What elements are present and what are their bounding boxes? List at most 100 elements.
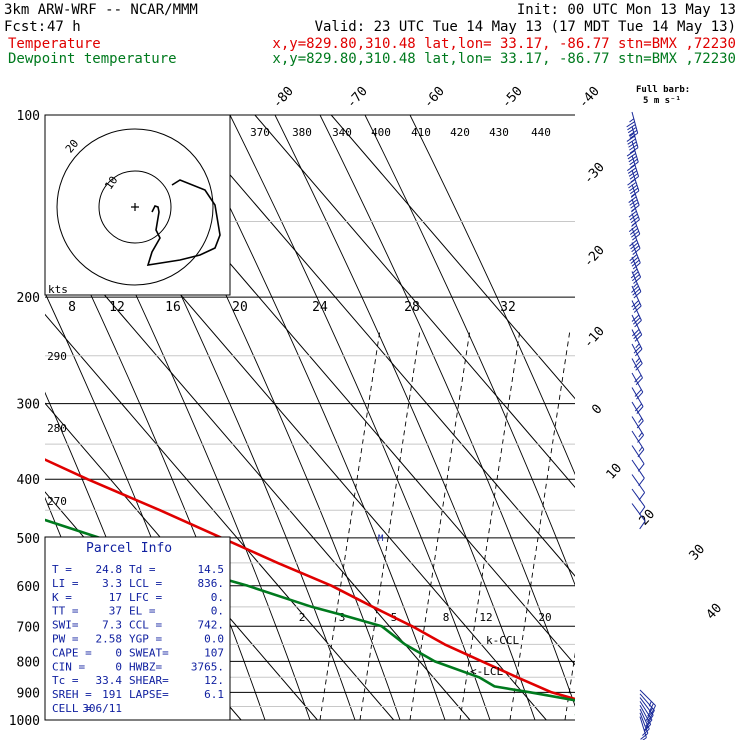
wind-barb-staff	[631, 126, 639, 148]
wind-barb-staff	[631, 285, 642, 307]
theta-tick-label: 440	[531, 126, 551, 139]
parcel-info-title: Parcel Info	[86, 541, 172, 556]
hodograph-center-icon	[131, 203, 139, 211]
isotherm-tick-label: 40	[704, 601, 726, 623]
wind-barb-staff	[639, 697, 654, 716]
pressure-tick-label: 400	[17, 473, 40, 488]
parcel-info-cell: LI =	[52, 577, 79, 590]
forecast-hour: 47 h	[47, 19, 81, 35]
forecast-label: Fcst:	[4, 19, 46, 35]
parcel-info-cell: 191	[102, 688, 122, 701]
theta-tick-label: 290	[47, 350, 67, 363]
parcel-info-cell: 0	[115, 660, 122, 673]
isotherm-line	[45, 313, 395, 720]
hodograph-units: kts	[48, 283, 68, 296]
wind-barb-staff	[639, 716, 647, 738]
theta-tick-label: 400	[371, 126, 391, 139]
dewpoint-legend: Dewpoint temperature	[8, 51, 177, 67]
dewpoint-location: x,y=829.80,310.48 lat,lon= 33.17, -86.77…	[272, 51, 736, 67]
parcel-info-cell: 836.	[198, 577, 225, 590]
wind-barb-staff	[631, 343, 643, 364]
wind-barb-flag	[629, 144, 638, 151]
temperature-legend: Temperature	[8, 36, 101, 52]
wind-barb-half	[638, 432, 643, 438]
wind-barb-flag	[630, 271, 639, 279]
wind-barb-flag	[628, 225, 637, 233]
wind-barb-flag	[645, 712, 652, 721]
lcl-marker: <-LCL	[470, 665, 503, 678]
parcel-info-cell: 0	[115, 646, 122, 659]
wind-barb-staff	[631, 184, 640, 206]
speed-tick-labels: 8 12 16 20 24 28 32	[68, 300, 516, 315]
wind-barb-staff	[631, 300, 642, 321]
wind-barb	[631, 445, 645, 472]
parcel-info-cell: 107	[204, 646, 224, 659]
parcel-info-cell: 24.8	[96, 563, 123, 576]
parcel-info-cell: Tc =	[52, 674, 79, 687]
mixing-ratio-tick-label: 8	[443, 611, 450, 624]
hodograph-inset: 10 20 kts	[44, 114, 231, 296]
wind-barb	[629, 227, 641, 255]
wind-barb-flag	[643, 724, 652, 732]
wind-barb-flag	[635, 363, 643, 371]
theta-tick-label: 270	[47, 495, 67, 508]
isotherm-labels: -80 -70 -60 -50 -40 -30 -20 -10 0 10 20 30 40	[270, 84, 725, 623]
isotherm-line	[0, 115, 12, 720]
theta-tick-label: 410	[411, 126, 431, 139]
parcel-info-panel: Parcel Info T = 24.8 Td = 14.5 LI = 3.3 LCL = 8…	[44, 536, 231, 721]
parcel-info-cell: CELL =	[52, 702, 92, 715]
wind-barb-flag	[626, 121, 635, 128]
wind-barb-staff	[631, 445, 645, 465]
wind-barb-flag	[629, 254, 638, 262]
mixing-ratio-line	[319, 329, 381, 720]
parcel-info-cell: 3.3	[102, 577, 122, 590]
wind-barb	[639, 712, 649, 740]
wind-barb-half	[629, 132, 635, 137]
hodograph-trace	[146, 179, 221, 266]
wind-barb-flag	[642, 737, 647, 740]
theta-tick-label: 280	[47, 422, 67, 435]
dry-adiabat	[364, 115, 575, 586]
parcel-info-cell: 33.4	[96, 674, 123, 687]
wind-barb-flag	[634, 348, 643, 357]
wind-barb-flag	[630, 242, 639, 250]
parcel-info-frame	[44, 536, 231, 721]
wind-barb-flag	[629, 132, 638, 139]
temperature-location: x,y=829.80,310.48 lat,lon= 33.17, -86.77…	[272, 36, 736, 52]
parcel-info-cell: Td =	[129, 563, 156, 576]
parcel-info-cell: LCL =	[129, 577, 162, 590]
speed-tick: 20	[232, 300, 248, 315]
parcel-info-cell: LFC =	[129, 591, 162, 604]
wind-barb-flag	[626, 135, 636, 142]
pressure-tick-label: 600	[17, 580, 40, 595]
wind-barb-flag	[629, 239, 638, 247]
wind-barb-flag	[632, 288, 641, 296]
theta-tick-label: 380	[292, 126, 312, 139]
isotherm-tick-label: -50	[499, 84, 526, 111]
theta-tick-label: 430	[489, 126, 509, 139]
wind-barb-half	[638, 446, 643, 452]
wind-barb	[629, 242, 641, 270]
wind-barb	[631, 488, 646, 515]
parcel-info-cell: 742.	[198, 619, 225, 632]
wind-barb-staff	[639, 708, 650, 730]
parcel-info-cell: 0.	[211, 591, 224, 604]
wind-barb-flag	[631, 274, 640, 282]
wind-barb-flag	[635, 377, 643, 386]
wind-barb-staff	[631, 488, 646, 508]
speed-tick: 24	[312, 300, 328, 315]
wind-barb-flag	[632, 248, 641, 255]
wind-barb-staff	[639, 689, 656, 706]
hodograph-frame	[44, 114, 231, 296]
speed-tick: 16	[165, 300, 181, 315]
parcel-info-cell: CIN =	[52, 660, 85, 673]
theta-labels: 370 380 340 400 410 420 430 440 290 280 270	[47, 126, 551, 508]
isotherm-tick-label: -10	[581, 324, 608, 351]
wind-barb-flag	[631, 314, 640, 322]
parcel-info-cell: 14.5	[198, 563, 225, 576]
wind-barb	[630, 256, 642, 284]
isotherm-line	[330, 115, 575, 400]
isotherm-line	[45, 402, 318, 720]
wind-barb-staff	[639, 712, 649, 734]
isotherm-tick-label: 20	[637, 507, 659, 529]
